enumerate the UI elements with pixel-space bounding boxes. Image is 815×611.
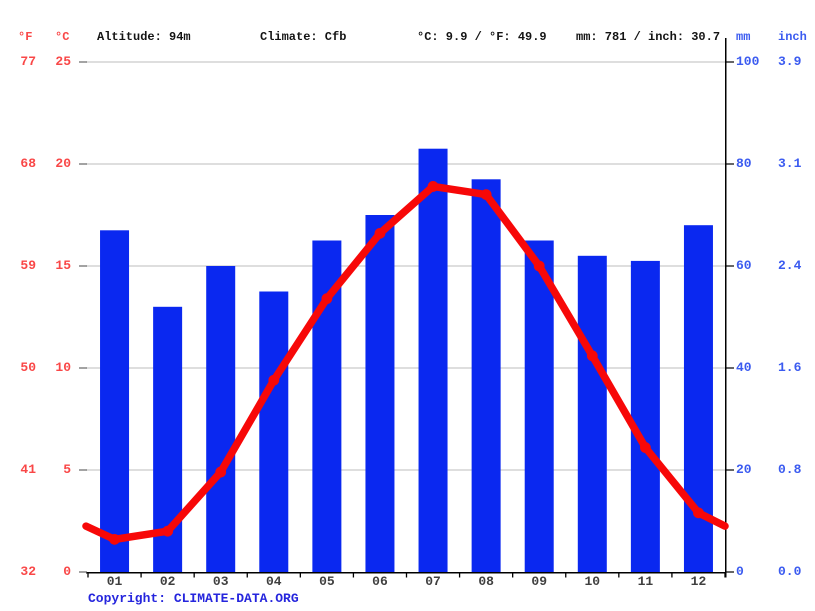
temperature-point-01 xyxy=(109,533,120,545)
copyright: Copyright: CLIMATE-DATA.ORG xyxy=(88,591,299,606)
temperature-point-03 xyxy=(215,466,227,478)
precip-bar-11 xyxy=(630,260,660,572)
temperature-line xyxy=(82,182,729,544)
temperature-point-08 xyxy=(480,189,492,201)
precip-bar-01 xyxy=(100,230,130,573)
temperature-point-11 xyxy=(639,442,651,453)
altitude-label: Altitude: 94m xyxy=(97,30,191,44)
temperature-point-04 xyxy=(268,374,280,386)
climate-data-link[interactable]: CLIMATE-DATA.ORG xyxy=(173,591,299,606)
climate-classification-label: Climate: Cfb xyxy=(260,30,347,44)
annual-precipitation-label: mm: 781 / inch: 30.7 xyxy=(576,30,721,44)
temperature-point-12 xyxy=(693,507,704,519)
precip-bar-06 xyxy=(365,215,395,572)
fahrenheit-unit-label: °F xyxy=(18,30,33,44)
temperature-point-06 xyxy=(374,227,386,239)
temperature-point-02 xyxy=(162,525,174,537)
temperature-point-10 xyxy=(586,350,598,362)
precip-bar-10 xyxy=(577,255,607,573)
precip-bar-03 xyxy=(206,266,236,572)
avg-temperature-label: °C: 9.9 / °F: 49.9 xyxy=(417,30,547,44)
celsius-unit-label: °C xyxy=(55,30,70,44)
temperature-point-09 xyxy=(533,260,545,272)
temperature-point-05 xyxy=(321,293,333,305)
copyright-label: Copyright: xyxy=(88,591,167,606)
inch-unit-label: inch xyxy=(778,30,807,44)
temperature-point-07 xyxy=(427,181,439,192)
precip-bar-08 xyxy=(471,179,501,573)
mm-unit-label: mm xyxy=(736,30,751,44)
precip-bar-04 xyxy=(259,291,289,572)
precip-bar-09 xyxy=(524,240,554,572)
precip-bar-07 xyxy=(418,148,448,572)
